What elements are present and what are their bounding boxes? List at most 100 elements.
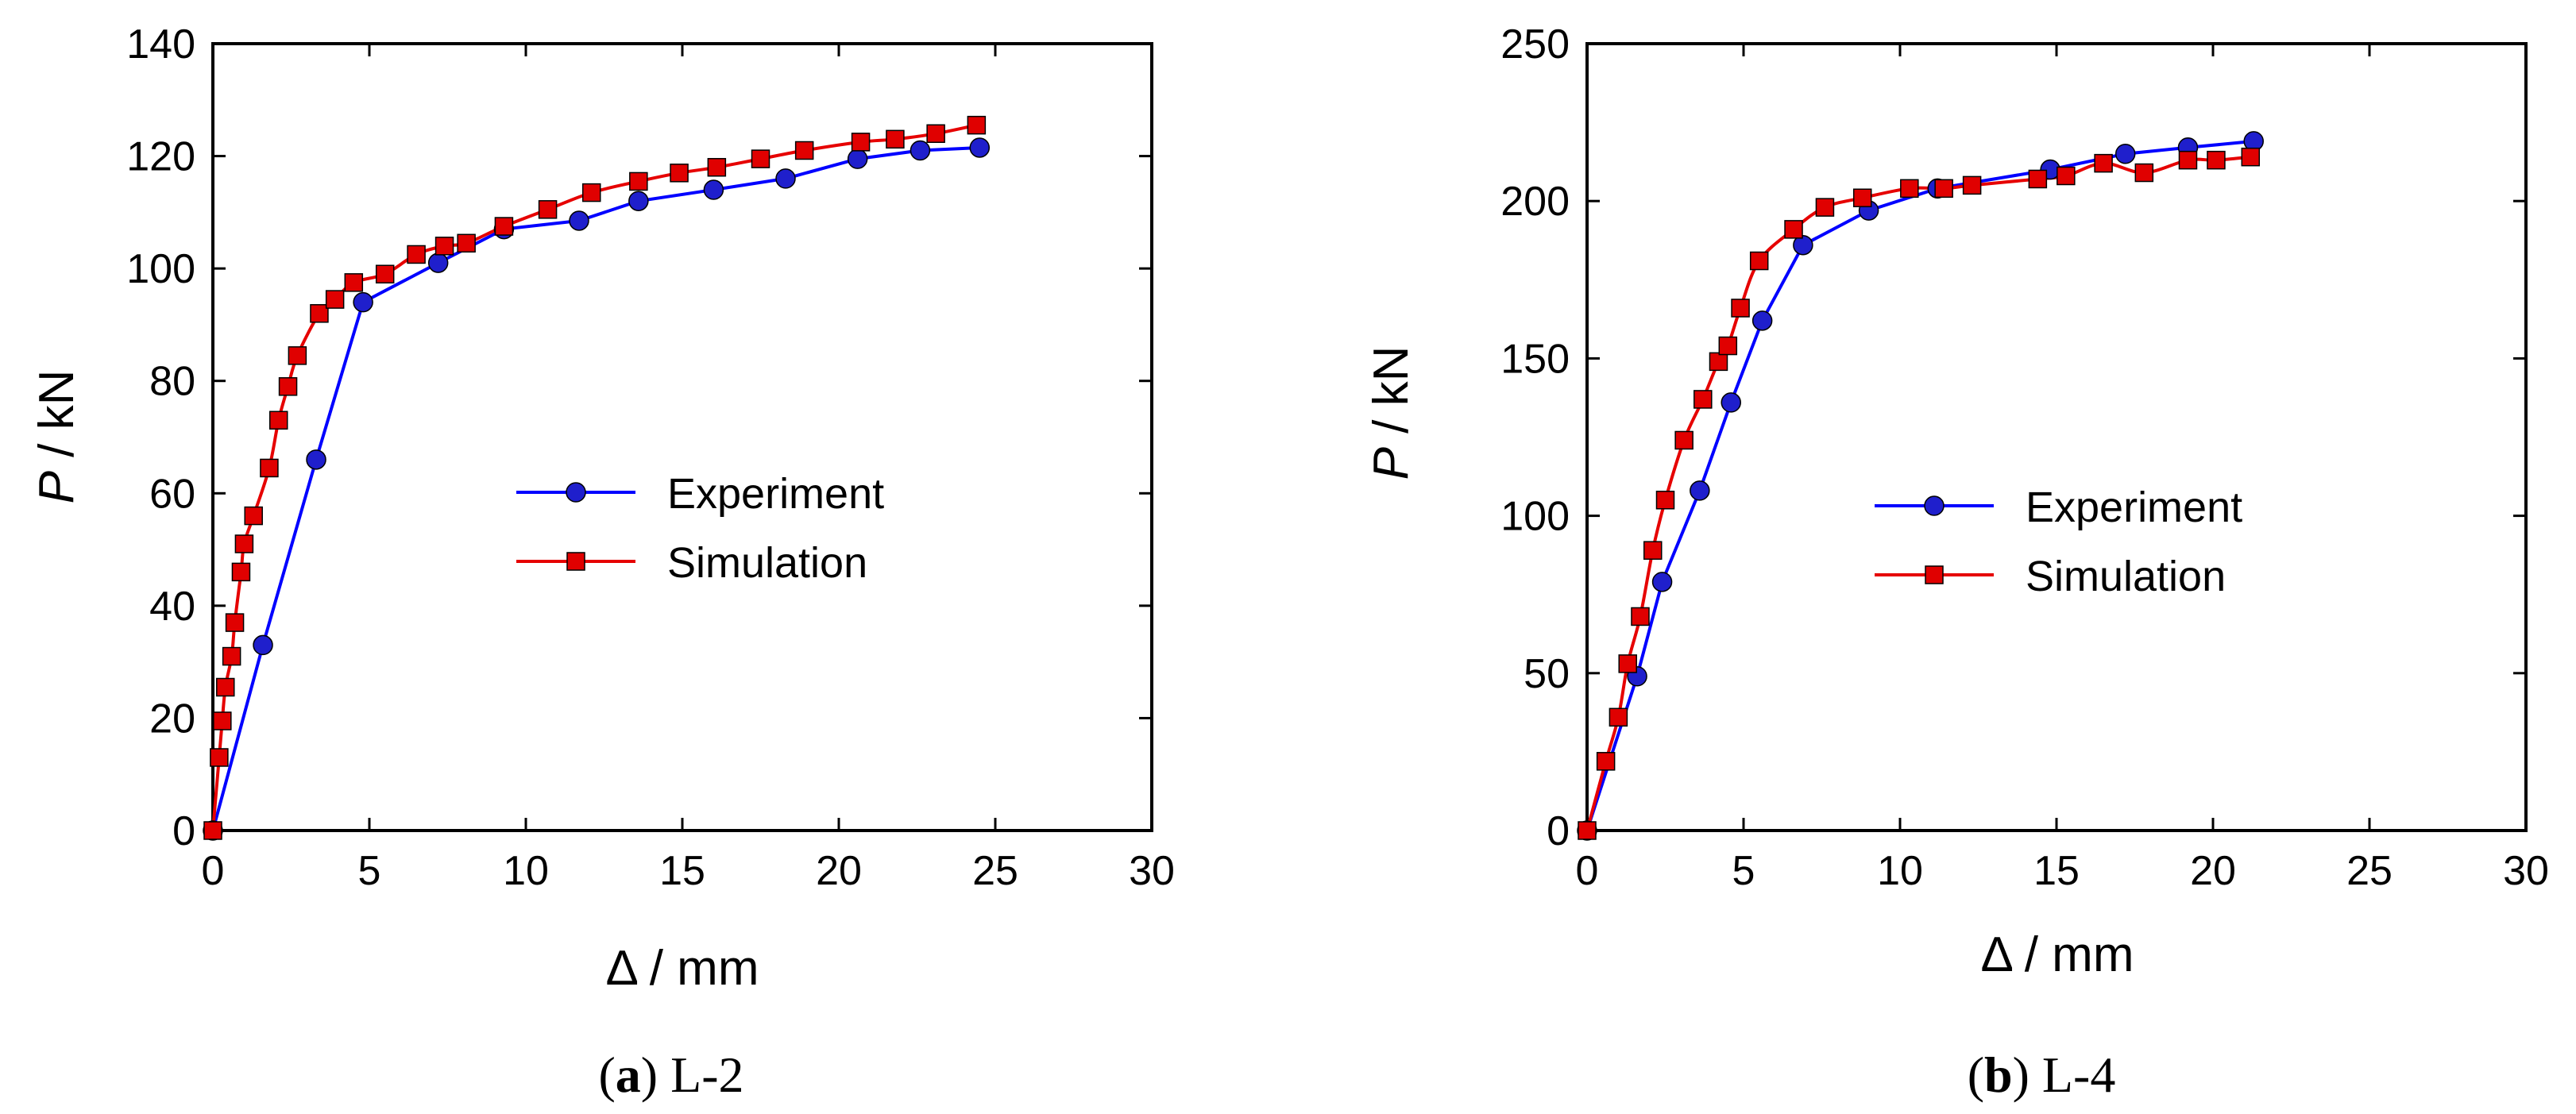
y-axis-title-a: P / kN (29, 370, 84, 504)
x-tick-label-b: 0 (1576, 848, 1599, 894)
data-point-simulation-b (1815, 198, 1835, 217)
y-axis-title-b: P / kN (1364, 346, 1419, 480)
data-point-experiment-a (910, 140, 931, 161)
x-tick-label-a: 0 (202, 848, 225, 894)
data-point-simulation-a (210, 748, 229, 767)
data-point-simulation-b (1631, 607, 1650, 626)
data-point-simulation-a (288, 346, 307, 365)
data-point-simulation-b (1609, 707, 1628, 727)
y-tick-label-a: 60 (149, 471, 195, 517)
data-point-simulation-b (1674, 430, 1694, 450)
chart-panel-b: 0 5 10 15 20 25 30 0 50 100 150 200 250 Δ / mm P / k… (1364, 21, 2549, 1103)
y-tick-label-a: 100 (126, 246, 195, 292)
data-point-simulation-a (268, 411, 288, 430)
data-point-simulation-b (1718, 336, 1738, 356)
caption-text-a: L-2 (670, 1047, 743, 1103)
data-point-simulation-b (2178, 150, 2198, 170)
data-point-experiment-b (1751, 310, 1773, 331)
data-point-simulation-b (1694, 390, 1713, 409)
x-tick-label-a: 25 (972, 848, 1018, 894)
y-tick-label-a: 0 (172, 808, 195, 854)
data-point-simulation-b (2094, 153, 2113, 173)
data-point-experiment-a (847, 148, 868, 169)
x-tick-label-a: 5 (358, 848, 381, 894)
y-axis-unit-b: / kN (1364, 346, 1419, 447)
data-point-simulation-b (2057, 166, 2076, 186)
caption-letter-b: b (1984, 1047, 2013, 1103)
data-point-simulation-b (2207, 150, 2226, 170)
y-axis-variable-a: P (29, 471, 84, 503)
data-point-simulation-b (2134, 163, 2154, 183)
legend-marker-experiment-b (1924, 495, 1945, 516)
data-point-simulation-a (794, 141, 814, 160)
data-point-simulation-a (310, 304, 329, 323)
y-tick-label-a: 120 (126, 134, 195, 180)
x-tick-label-a: 15 (659, 848, 705, 894)
caption-letter-a: a (616, 1047, 641, 1103)
data-point-simulation-b (1578, 821, 1597, 840)
data-point-experiment-b (2114, 143, 2136, 164)
y-tick-label-a: 40 (149, 584, 195, 630)
data-point-simulation-a (851, 133, 871, 152)
data-point-experiment-b (1651, 572, 1673, 592)
data-point-experiment-b (1721, 392, 1741, 413)
caption-b: (b) L-4 (1968, 1047, 2116, 1103)
y-tick-label-b: 100 (1500, 494, 1570, 540)
data-point-simulation-b (2241, 147, 2261, 167)
data-point-simulation-b (1900, 179, 1919, 199)
data-point-simulation-b (1731, 299, 1750, 318)
series-layer-b (1577, 131, 2264, 841)
y-tick-label-b: 50 (1524, 651, 1570, 697)
axis-ticks-b: 0 5 10 15 20 25 30 0 50 100 150 200 250 (1500, 21, 2549, 894)
data-point-experiment-a (703, 179, 724, 200)
x-tick-label-b: 30 (2503, 848, 2549, 894)
x-tick-label-b: 25 (2346, 848, 2393, 894)
y-tick-label-b: 0 (1547, 808, 1570, 854)
y-axis-unit-a: / kN (29, 370, 84, 471)
data-point-simulation-b (1643, 541, 1663, 560)
y-axis-variable-b: P (1364, 447, 1419, 480)
data-point-experiment-a (353, 291, 373, 313)
y-tick-label-a: 80 (149, 359, 195, 405)
data-point-simulation-a (325, 290, 345, 309)
data-point-simulation-a (494, 217, 514, 236)
data-point-simulation-a (967, 115, 987, 135)
data-point-simulation-a (670, 164, 689, 183)
data-point-simulation-a (222, 646, 241, 666)
data-point-simulation-a (538, 200, 558, 219)
legend-label-experiment-b: Experiment (2026, 484, 2242, 531)
data-point-simulation-a (234, 534, 254, 553)
data-point-simulation-b (1596, 752, 1616, 771)
y-tick-label-b: 200 (1500, 179, 1570, 225)
legend-marker-simulation-a (566, 552, 585, 571)
legend-b: Experiment Simulation (1875, 484, 2242, 600)
y-tick-label-b: 250 (1500, 21, 1570, 67)
data-point-simulation-a (581, 183, 601, 202)
data-point-simulation-a (278, 377, 298, 396)
data-point-experiment-a (628, 191, 649, 211)
data-point-experiment-a (253, 634, 273, 656)
caption-text-b: L-4 (2042, 1047, 2115, 1103)
data-point-experiment-a (427, 252, 449, 273)
data-point-simulation-b (1655, 491, 1675, 510)
series-layer-a (203, 115, 991, 841)
legend-marker-experiment-a (566, 482, 586, 503)
data-point-simulation-a (886, 129, 905, 149)
data-point-simulation-a (203, 821, 222, 840)
data-point-simulation-a (213, 711, 232, 730)
data-point-simulation-a (434, 237, 454, 256)
x-axis-title-b: Δ / mm (1981, 927, 2134, 982)
x-tick-label-a: 30 (1129, 848, 1175, 894)
legend-label-simulation-b: Simulation (2026, 553, 2226, 600)
data-point-simulation-a (707, 157, 727, 177)
legend-a: Experiment Simulation (516, 470, 884, 587)
x-tick-label-b: 15 (2033, 848, 2080, 894)
data-point-experiment-b (1690, 480, 1710, 501)
x-tick-label-b: 10 (1877, 848, 1923, 894)
data-point-simulation-b (2028, 169, 2048, 189)
data-point-simulation-a (751, 149, 770, 168)
data-point-simulation-a (457, 233, 476, 253)
y-tick-label-b: 150 (1500, 336, 1570, 382)
